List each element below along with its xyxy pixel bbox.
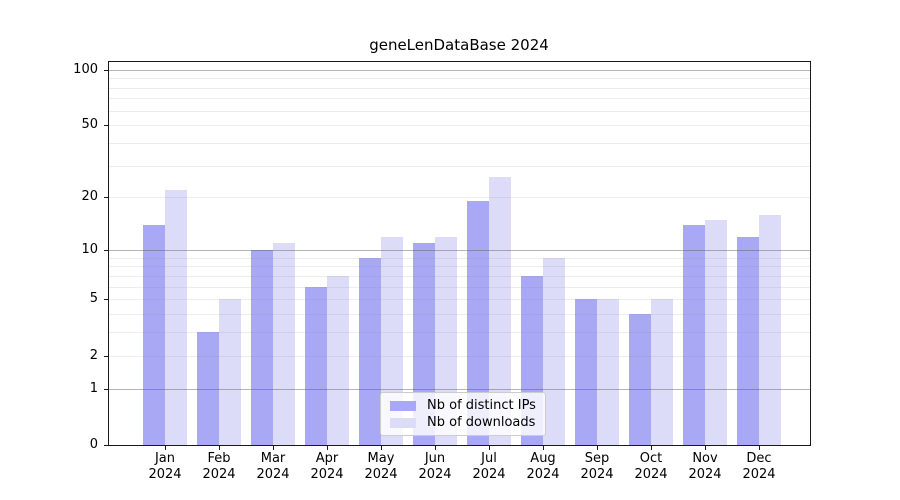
bar-distinct-ips-apr: [305, 286, 327, 445]
gridline-minor: [109, 197, 810, 198]
x-tick: [759, 446, 760, 450]
x-tick-label: Apr 2024: [310, 451, 344, 482]
gridline-minor: [109, 166, 810, 167]
gridline-minor: [109, 287, 810, 288]
y-tick: [104, 197, 108, 198]
x-tick: [381, 446, 382, 450]
x-tick-label: Mar 2024: [256, 451, 290, 482]
legend-swatch-distinct-ips: [390, 400, 416, 411]
legend-swatch-downloads: [390, 417, 416, 428]
y-tick-label: 50: [81, 117, 98, 133]
bar-distinct-ips-dec: [737, 236, 759, 445]
bar-downloads-jul: [489, 177, 511, 445]
gridline-major: [109, 250, 810, 251]
y-tick-label: 10: [81, 242, 98, 258]
y-tick: [104, 299, 108, 300]
bar-distinct-ips-jul: [467, 201, 489, 445]
x-tick-label: Jun 2024: [418, 451, 452, 482]
x-tick-label: Jul 2024: [472, 451, 506, 482]
bar-downloads-nov: [705, 219, 727, 445]
bar-downloads-feb: [219, 299, 241, 445]
gridline-minor: [109, 332, 810, 333]
legend-entry-downloads: Nb of downloads: [390, 414, 536, 431]
gridline-minor: [109, 276, 810, 277]
x-tick: [219, 446, 220, 450]
gridline-major: [109, 389, 810, 390]
y-tick: [104, 389, 108, 390]
y-tick-label: 5: [89, 291, 98, 307]
chart-title: geneLenDataBase 2024: [369, 36, 549, 54]
y-tick-label: 20: [81, 189, 98, 205]
y-tick-label: 0: [89, 437, 98, 452]
bar-downloads-dec: [759, 214, 781, 445]
y-tick: [104, 70, 108, 71]
x-tick: [165, 446, 166, 450]
bar-downloads-sep: [597, 299, 619, 445]
gridline-minor: [109, 143, 810, 144]
x-tick: [273, 446, 274, 450]
x-tick: [435, 446, 436, 450]
gridline-minor: [109, 111, 810, 112]
x-tick: [705, 446, 706, 450]
gridline-minor: [109, 258, 810, 259]
bar-distinct-ips-jan: [143, 224, 165, 445]
x-tick: [489, 446, 490, 450]
bar-distinct-ips-nov: [683, 224, 705, 445]
gridline-minor: [109, 88, 810, 89]
x-tick-label: Aug 2024: [526, 451, 560, 482]
x-tick-label: Jan 2024: [148, 451, 182, 482]
x-tick-label: Dec 2024: [742, 451, 776, 482]
bar-distinct-ips-sep: [575, 299, 597, 445]
legend-label-downloads: Nb of downloads: [427, 415, 536, 430]
x-tick: [327, 446, 328, 450]
x-tick: [651, 446, 652, 450]
y-tick: [104, 445, 108, 446]
gridline-minor: [109, 125, 810, 126]
bar-distinct-ips-feb: [197, 332, 219, 445]
x-tick-label: Sep 2024: [580, 451, 614, 482]
bar-distinct-ips-may: [359, 257, 381, 445]
x-tick-label: Oct 2024: [634, 451, 668, 482]
x-tick-label: Nov 2024: [688, 451, 722, 482]
bar-downloads-oct: [651, 299, 673, 445]
y-tick-label: 1: [89, 380, 98, 396]
x-tick-label: May 2024: [364, 451, 398, 482]
y-tick: [104, 356, 108, 357]
legend: Nb of distinct IPs Nb of downloads: [380, 392, 546, 436]
bar-downloads-apr: [327, 275, 349, 445]
gridline-minor: [109, 98, 810, 99]
bar-distinct-ips-mar: [251, 250, 273, 445]
gridline-minor: [109, 78, 810, 79]
legend-entry-distinct-ips: Nb of distinct IPs: [390, 397, 536, 414]
y-tick-label: 2: [89, 347, 98, 363]
x-tick: [543, 446, 544, 450]
gridline-major: [109, 70, 810, 71]
legend-label-distinct-ips: Nb of distinct IPs: [427, 398, 536, 413]
bar-downloads-mar: [273, 243, 295, 445]
gridline-minor: [109, 266, 810, 267]
y-tick: [104, 250, 108, 251]
y-tick: [104, 125, 108, 126]
gridline-minor: [109, 299, 810, 300]
plot-frame: [108, 61, 811, 446]
bar-downloads-jan: [165, 190, 187, 445]
gridline-minor: [109, 314, 810, 315]
y-tick-label: 100: [73, 61, 98, 77]
bar-downloads-aug: [543, 257, 565, 445]
x-tick-label: Feb 2024: [202, 451, 236, 482]
bar-distinct-ips-oct: [629, 314, 651, 445]
gridline-minor: [109, 356, 810, 357]
x-tick: [597, 446, 598, 450]
